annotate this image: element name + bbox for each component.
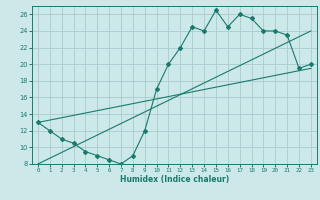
X-axis label: Humidex (Indice chaleur): Humidex (Indice chaleur)	[120, 175, 229, 184]
